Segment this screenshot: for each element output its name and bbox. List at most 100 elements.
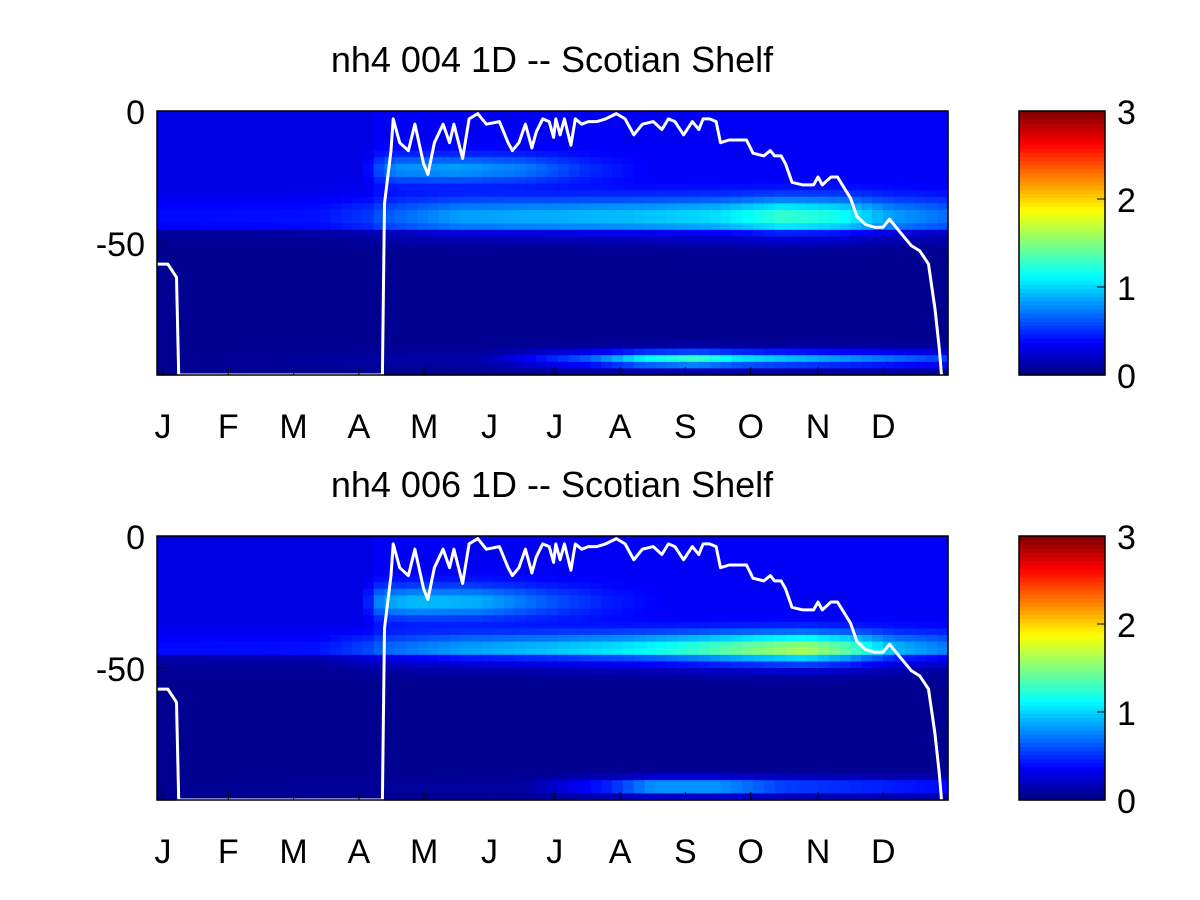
heatmap-cell <box>395 720 407 728</box>
heatmap-cell <box>828 368 841 376</box>
heatmap-cell <box>633 236 646 244</box>
heatmap-cell <box>287 144 299 152</box>
heatmap-cell <box>449 177 461 185</box>
heatmap-cell <box>742 309 754 317</box>
colorbar-swatch <box>1019 350 1105 355</box>
heatmap-cell <box>222 602 234 610</box>
heatmap-cell <box>427 648 440 656</box>
heatmap-cell <box>297 542 310 550</box>
heatmap-cell <box>157 602 169 610</box>
heatmap-cell <box>796 262 808 270</box>
heatmap-cell <box>157 361 169 369</box>
heatmap-cell <box>677 335 689 343</box>
heatmap-cell <box>492 236 505 244</box>
heatmap-cell <box>276 309 288 317</box>
heatmap-cell <box>547 348 559 356</box>
heatmap-cell <box>698 144 711 152</box>
heatmap-cell <box>178 569 191 577</box>
heatmap-cell <box>882 348 895 356</box>
heatmap-cell <box>677 648 689 656</box>
heatmap-cell <box>731 315 743 323</box>
heatmap-cell <box>872 196 884 204</box>
heatmap-cell <box>655 229 667 237</box>
heatmap-cell <box>200 569 212 577</box>
heatmap-cell <box>644 615 657 623</box>
heatmap-cell <box>308 262 321 270</box>
heatmap-cell <box>222 648 234 656</box>
heatmap-cell <box>211 549 223 557</box>
heatmap-cell <box>438 661 451 669</box>
heatmap-cell <box>460 183 472 191</box>
heatmap-cell <box>200 315 212 323</box>
heatmap-cell <box>698 295 711 303</box>
heatmap-cell <box>579 773 592 781</box>
heatmap-cell <box>807 282 819 290</box>
heatmap-cell <box>460 654 472 662</box>
colorbar-swatch <box>1019 280 1105 285</box>
heatmap-cell <box>503 361 516 369</box>
heatmap-cell <box>807 170 819 178</box>
heatmap-cell <box>893 157 906 165</box>
heatmap-cell <box>319 144 331 152</box>
heatmap-cell <box>525 549 537 557</box>
heatmap-cell <box>449 203 461 211</box>
heatmap-cell <box>677 536 689 544</box>
heatmap-cell <box>395 157 407 165</box>
heatmap-cell <box>330 687 342 695</box>
heatmap-cell <box>460 256 472 264</box>
heatmap-cell <box>633 602 646 610</box>
heatmap-cell <box>492 361 505 369</box>
heatmap-cell <box>384 753 396 761</box>
heatmap-cell <box>633 302 646 310</box>
heatmap-cell <box>525 216 537 224</box>
heatmap-cell <box>850 368 862 376</box>
heatmap-cell <box>287 569 299 577</box>
heatmap-cell <box>492 707 505 715</box>
heatmap-cell <box>308 555 321 563</box>
heatmap-cell <box>709 269 722 277</box>
heatmap-cell <box>449 229 461 237</box>
heatmap-cell <box>579 328 592 336</box>
heatmap-cell <box>384 289 396 297</box>
heatmap-cell <box>828 163 841 171</box>
heatmap-cell <box>828 315 841 323</box>
heatmap-cell <box>850 170 862 178</box>
heatmap-cell <box>752 236 765 244</box>
heatmap-cell <box>243 641 256 649</box>
heatmap-cell <box>243 203 256 211</box>
heatmap-cell <box>330 661 342 669</box>
heatmap-cell <box>341 549 353 557</box>
heatmap-cell <box>265 355 277 363</box>
heatmap-cell <box>503 190 516 198</box>
heatmap-cell <box>666 654 678 662</box>
heatmap-cell <box>189 595 201 603</box>
heatmap-cell <box>514 714 527 722</box>
heatmap-cell <box>460 196 472 204</box>
heatmap-cell <box>492 701 505 709</box>
heatmap-cell <box>417 328 429 336</box>
heatmap-cell <box>189 701 201 709</box>
heatmap-cell <box>503 163 516 171</box>
heatmap-cell <box>449 309 461 317</box>
heatmap-cell <box>644 302 657 310</box>
heatmap-cell <box>276 196 288 204</box>
heatmap-cell <box>200 562 212 570</box>
heatmap-cell <box>557 368 570 376</box>
heatmap-cell <box>297 203 310 211</box>
heatmap-cell <box>232 249 245 257</box>
heatmap-cell <box>612 137 624 145</box>
heatmap-cell <box>222 249 234 257</box>
heatmap-cell <box>297 157 310 165</box>
heatmap-cell <box>341 780 353 788</box>
heatmap-cell <box>677 780 689 788</box>
heatmap-cell <box>395 786 407 794</box>
heatmap-cell <box>222 747 234 755</box>
heatmap-cell <box>308 117 321 125</box>
heatmap-cell <box>417 687 429 695</box>
heatmap-cell <box>427 654 440 662</box>
heatmap-cell <box>492 740 505 748</box>
heatmap-cell <box>742 335 754 343</box>
heatmap-cell <box>492 786 505 794</box>
heatmap-cell <box>590 361 602 369</box>
heatmap-cell <box>633 295 646 303</box>
